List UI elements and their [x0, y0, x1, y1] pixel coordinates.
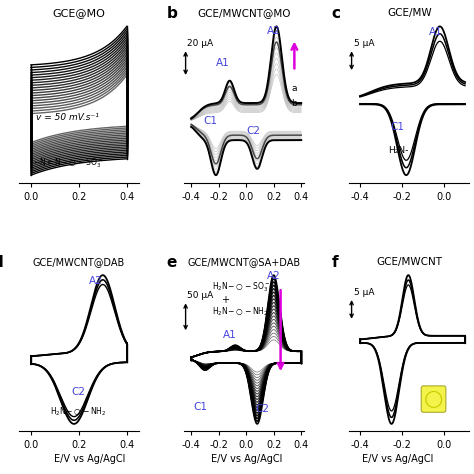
Text: C2: C2: [255, 404, 270, 414]
Text: H$_2$N$-\bigcirc-$NH$_2$: H$_2$N$-\bigcirc-$NH$_2$: [50, 406, 107, 418]
Text: H₂N-: H₂N-: [388, 146, 408, 155]
Text: b: b: [292, 99, 297, 108]
Title: GCE/MWCNT@DAB: GCE/MWCNT@DAB: [33, 257, 125, 267]
Text: a: a: [292, 84, 297, 93]
Text: H$_2$N$-\bigcirc-$NH$_2$: H$_2$N$-\bigcirc-$NH$_2$: [212, 306, 268, 319]
Text: A2: A2: [89, 276, 102, 286]
Text: C1: C1: [194, 402, 208, 412]
Text: A1: A1: [216, 58, 229, 68]
Text: A1: A1: [429, 27, 443, 37]
Text: c: c: [331, 6, 340, 21]
Text: A2: A2: [267, 271, 281, 281]
Title: GCE@MO: GCE@MO: [53, 8, 105, 18]
Text: 20 μA: 20 μA: [187, 39, 213, 48]
Text: H$_2$N$-\bigcirc-$SO$_3^-$: H$_2$N$-\bigcirc-$SO$_3^-$: [212, 281, 270, 294]
Title: GCE/MWCNT@MO: GCE/MWCNT@MO: [197, 8, 291, 18]
Text: A2: A2: [267, 26, 281, 36]
Title: GCE/MWCNT@SA+DAB: GCE/MWCNT@SA+DAB: [188, 257, 301, 267]
Text: C2: C2: [72, 387, 86, 397]
Text: d: d: [0, 255, 3, 270]
Text: 5 μA: 5 μA: [354, 288, 374, 297]
Text: $-$N$=$N$-\bigcirc-$SO$_3^-$: $-$N$=$N$-\bigcirc-$SO$_3^-$: [33, 156, 104, 170]
Text: C1: C1: [391, 122, 405, 132]
Text: 5 μA: 5 μA: [354, 39, 374, 48]
Text: A1: A1: [223, 330, 237, 340]
Text: E/V vs Ag/AgCl: E/V vs Ag/AgCl: [55, 454, 126, 464]
Title: GCE/MW: GCE/MW: [387, 8, 432, 18]
Text: +: +: [221, 295, 229, 305]
Text: $\bigcirc$: $\bigcirc$: [423, 388, 444, 410]
Text: C2: C2: [246, 126, 260, 136]
Text: e: e: [166, 255, 177, 270]
Text: 50 μA: 50 μA: [187, 291, 213, 300]
Text: f: f: [331, 255, 338, 270]
Text: E/V vs Ag/AgCl: E/V vs Ag/AgCl: [363, 454, 434, 464]
Text: C1: C1: [203, 116, 218, 126]
Text: v = 50 mV.s⁻¹: v = 50 mV.s⁻¹: [36, 113, 99, 122]
Text: E/V vs Ag/AgCl: E/V vs Ag/AgCl: [211, 454, 282, 464]
Text: b: b: [166, 6, 177, 21]
Title: GCE/MWCNT: GCE/MWCNT: [376, 257, 442, 267]
